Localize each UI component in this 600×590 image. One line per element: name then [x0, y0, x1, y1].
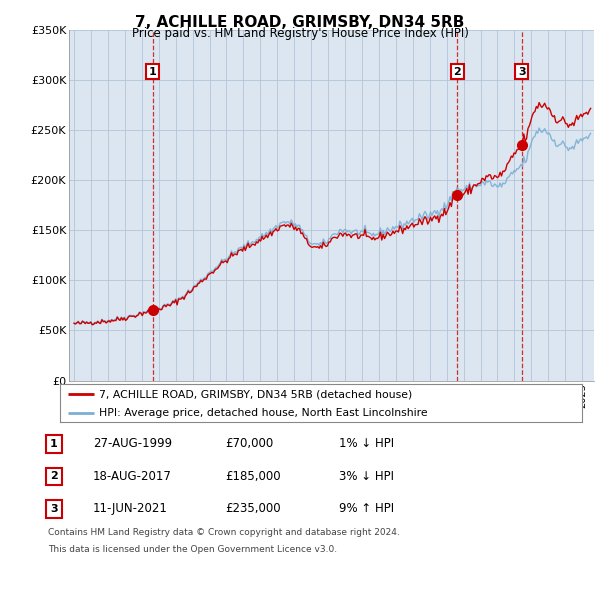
Text: £235,000: £235,000	[225, 502, 281, 516]
Text: 7, ACHILLE ROAD, GRIMSBY, DN34 5RB (detached house): 7, ACHILLE ROAD, GRIMSBY, DN34 5RB (deta…	[99, 389, 412, 399]
Text: 3: 3	[50, 504, 58, 514]
Text: 7, ACHILLE ROAD, GRIMSBY, DN34 5RB: 7, ACHILLE ROAD, GRIMSBY, DN34 5RB	[136, 15, 464, 30]
Text: 11-JUN-2021: 11-JUN-2021	[93, 502, 168, 516]
Text: 1: 1	[149, 67, 157, 77]
Text: 1% ↓ HPI: 1% ↓ HPI	[339, 437, 394, 451]
Text: 2: 2	[50, 471, 58, 481]
Text: 3% ↓ HPI: 3% ↓ HPI	[339, 470, 394, 483]
Text: This data is licensed under the Open Government Licence v3.0.: This data is licensed under the Open Gov…	[48, 545, 337, 553]
Text: 3: 3	[518, 67, 526, 77]
Text: Contains HM Land Registry data © Crown copyright and database right 2024.: Contains HM Land Registry data © Crown c…	[48, 528, 400, 537]
Text: Price paid vs. HM Land Registry's House Price Index (HPI): Price paid vs. HM Land Registry's House …	[131, 27, 469, 40]
Text: 27-AUG-1999: 27-AUG-1999	[93, 437, 172, 451]
Text: 18-AUG-2017: 18-AUG-2017	[93, 470, 172, 483]
Text: £185,000: £185,000	[225, 470, 281, 483]
Text: 1: 1	[50, 439, 58, 449]
Text: HPI: Average price, detached house, North East Lincolnshire: HPI: Average price, detached house, Nort…	[99, 408, 428, 418]
Text: 2: 2	[454, 67, 461, 77]
Text: £70,000: £70,000	[225, 437, 273, 451]
Text: 9% ↑ HPI: 9% ↑ HPI	[339, 502, 394, 516]
